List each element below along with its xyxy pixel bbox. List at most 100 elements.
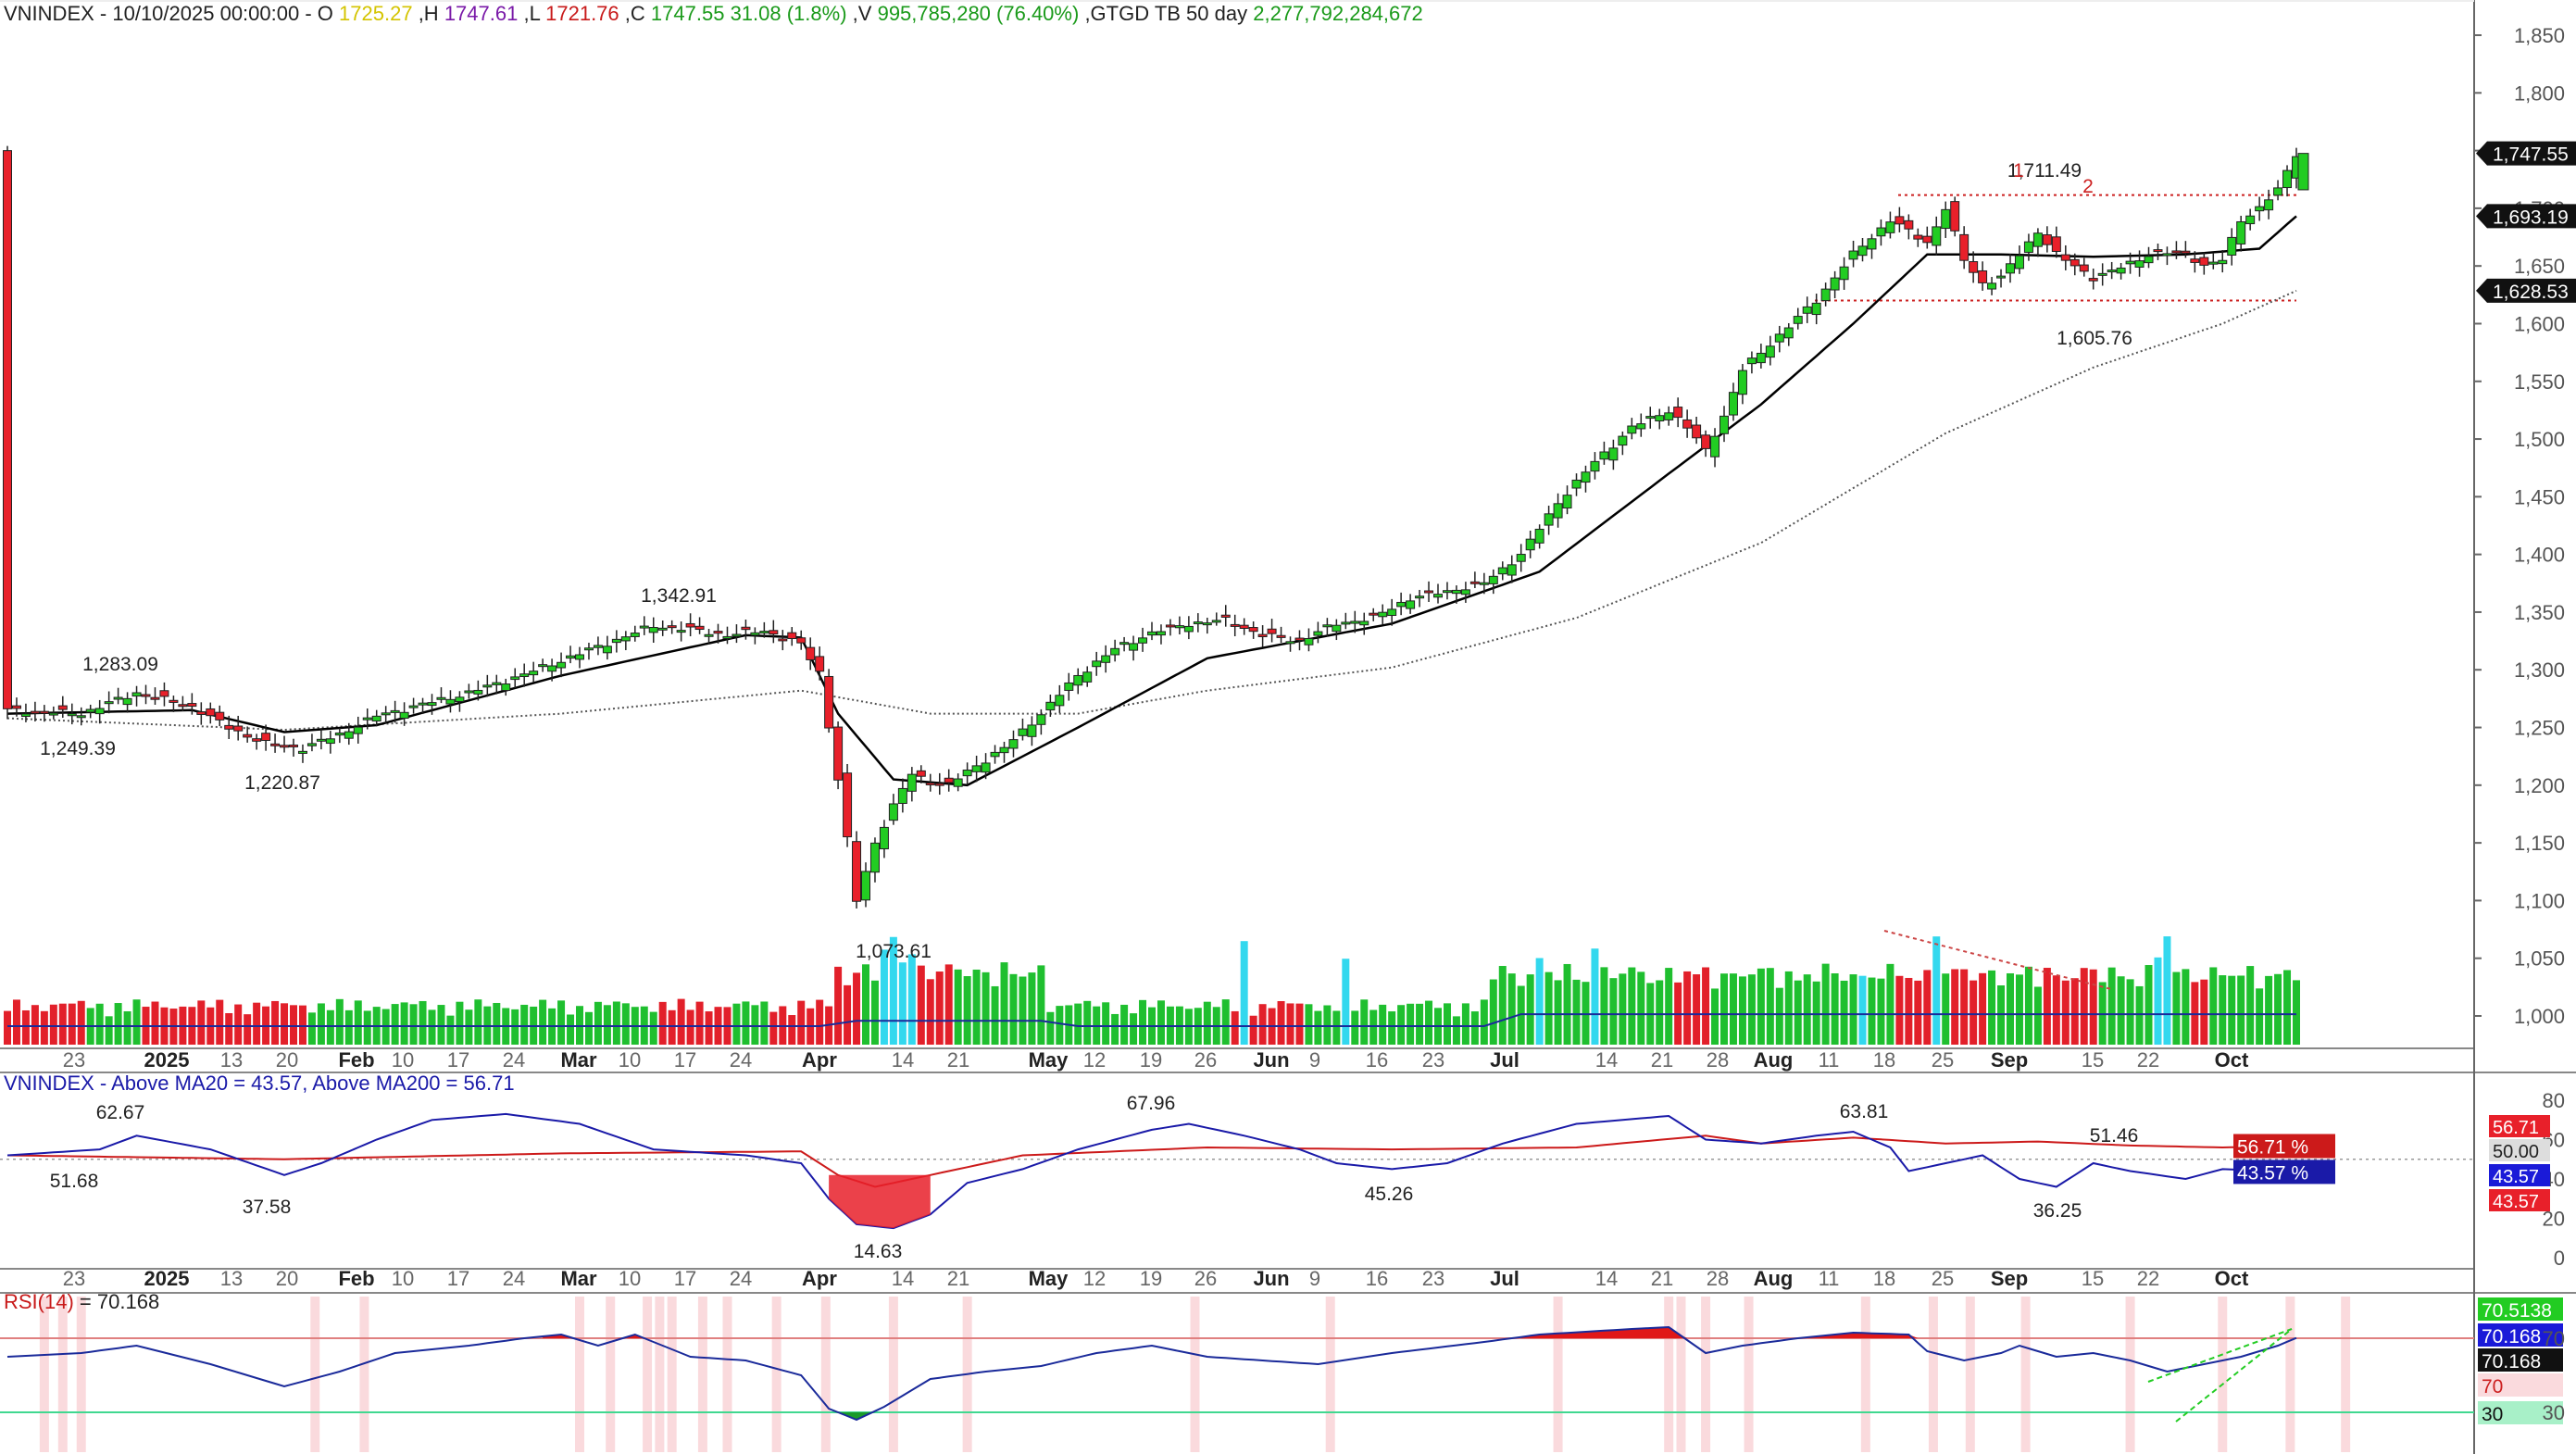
x-axis-tick-label: 21 bbox=[947, 1048, 969, 1072]
breadth-x-axis-tick-label: 13 bbox=[220, 1267, 243, 1290]
breadth-x-axis-tick-label: 20 bbox=[276, 1267, 298, 1290]
candle-up bbox=[2218, 259, 2228, 265]
volume-bar bbox=[1784, 971, 1793, 1045]
volume-bar bbox=[2200, 979, 2208, 1045]
rsi-title-value: 70.168 bbox=[96, 1290, 160, 1313]
price-axis-tick-label: 1,150 bbox=[2514, 832, 2565, 855]
volume-bar bbox=[2107, 967, 2116, 1045]
price-header: VNINDEX - 10/10/2025 00:00:00 - O 1725.2… bbox=[4, 2, 1423, 25]
breadth-x-axis-tick-label: 18 bbox=[1873, 1267, 1895, 1290]
volume-bar bbox=[1258, 1004, 1267, 1045]
candle-up bbox=[1378, 611, 1388, 618]
candle-up bbox=[1516, 554, 1526, 562]
candle-down bbox=[852, 841, 862, 902]
rsi-highlight-band bbox=[771, 1297, 782, 1452]
close-value: 1747.55 bbox=[650, 2, 725, 25]
candle-down bbox=[196, 711, 206, 715]
breadth-annotation: 62.67 bbox=[96, 1102, 145, 1123]
rsi-side-tag-bg bbox=[2478, 1348, 2563, 1372]
rsi-highlight-band bbox=[310, 1297, 320, 1452]
ma-fast-line bbox=[6, 215, 2297, 787]
candle-up bbox=[1655, 415, 1665, 421]
volume-bar bbox=[889, 936, 897, 1045]
volume-bar bbox=[58, 1003, 67, 1045]
rsi-highlight-band bbox=[697, 1297, 707, 1452]
candle-down bbox=[243, 733, 253, 738]
rsi-header: RSI(14) = 70.168 bbox=[4, 1290, 160, 1313]
volume-bar bbox=[1498, 966, 1507, 1045]
x-axis-tick-label: Mar bbox=[560, 1048, 597, 1072]
volume-bar bbox=[2237, 975, 2245, 1045]
volume-bar bbox=[742, 1001, 750, 1045]
breadth-x-axis-tick-label: Apr bbox=[802, 1267, 837, 1290]
candle-up bbox=[455, 696, 465, 703]
candle-down bbox=[252, 738, 262, 742]
volume-bar bbox=[281, 1003, 289, 1045]
breadth-x-axis-tick-label: 14 bbox=[892, 1267, 914, 1290]
volume-bar bbox=[557, 1000, 566, 1045]
breadth-side-tag: 43.57 bbox=[2493, 1192, 2539, 1212]
candle-up bbox=[399, 711, 409, 720]
candle-up bbox=[418, 702, 428, 706]
candle-up bbox=[1008, 739, 1019, 749]
rsi-highlight-band bbox=[1965, 1297, 1975, 1452]
candle-down bbox=[1904, 219, 1914, 230]
breadth-x-axis-tick-label: 12 bbox=[1083, 1267, 1106, 1290]
volume-bar bbox=[12, 999, 20, 1045]
low-label: ,L bbox=[523, 2, 540, 25]
candle-up bbox=[408, 705, 419, 708]
price-axis-tick-label: 1,100 bbox=[2514, 889, 2565, 912]
breadth-side-tag: 56.71 bbox=[2493, 1118, 2539, 1138]
candle-up bbox=[1202, 622, 1212, 626]
candle-up bbox=[1211, 620, 1221, 623]
candle-down bbox=[1673, 407, 1683, 419]
candle-down bbox=[1913, 234, 1923, 240]
candle-up bbox=[583, 647, 594, 651]
rsi-highlight-band bbox=[606, 1297, 616, 1452]
price-axis-tick-label: 1,200 bbox=[2514, 774, 2565, 797]
x-axis-tick-label: 2025 bbox=[144, 1048, 190, 1072]
volume-bar bbox=[354, 1000, 362, 1045]
change-value: 31.08 (1.8%) bbox=[730, 2, 847, 25]
candle-up bbox=[381, 712, 391, 716]
volume-bar bbox=[1507, 973, 1516, 1045]
breadth-x-axis-tick-label: 23 bbox=[1422, 1267, 1444, 1290]
volume-bar bbox=[816, 999, 824, 1045]
breadth-x-axis-tick-label: Sep bbox=[1991, 1267, 2028, 1290]
volume-bar bbox=[1056, 1006, 1064, 1045]
volume-bar bbox=[853, 972, 861, 1045]
candle-up bbox=[657, 627, 668, 631]
volume-bar bbox=[1988, 970, 1996, 1045]
candle-up bbox=[1636, 423, 1646, 430]
candle-up bbox=[1737, 370, 1747, 395]
breadth-annotation: 63.81 bbox=[1840, 1101, 1889, 1122]
rsi-line bbox=[6, 1325, 2297, 1422]
breadth-x-axis-tick-label: Jul bbox=[1490, 1267, 1519, 1290]
volume-bar bbox=[1295, 1003, 1304, 1045]
rsi-highlight-band bbox=[2020, 1297, 2031, 1452]
candle-up bbox=[676, 630, 686, 633]
candle-down bbox=[2060, 254, 2070, 261]
volume-bar bbox=[612, 1001, 620, 1045]
volume-bar bbox=[594, 1001, 602, 1045]
volume-bar bbox=[4, 1010, 11, 1045]
rsi-side-tag: 70.168 bbox=[2482, 1326, 2541, 1347]
breadth-x-axis-tick-label: Mar bbox=[560, 1267, 597, 1290]
volume-bar bbox=[1470, 1011, 1479, 1045]
volume-bar bbox=[225, 1012, 233, 1045]
breadth-x-axis-tick-label: May bbox=[1029, 1267, 1069, 1290]
x-axis-tick-label: 14 bbox=[1595, 1048, 1618, 1072]
volume-bar bbox=[1535, 958, 1544, 1045]
candle-up bbox=[2282, 169, 2293, 189]
candle-up bbox=[704, 633, 714, 637]
rsi-highlight-band bbox=[2285, 1297, 2295, 1452]
candle-up bbox=[575, 654, 584, 660]
volume-bar bbox=[2265, 975, 2273, 1045]
candle-down bbox=[2051, 236, 2061, 252]
volume-bar bbox=[1665, 968, 1673, 1045]
candle-up bbox=[732, 633, 742, 637]
x-axis-tick-label: Apr bbox=[802, 1048, 837, 1072]
candle-up bbox=[1581, 471, 1591, 483]
candle-down bbox=[769, 630, 779, 635]
candle-down bbox=[806, 646, 816, 660]
